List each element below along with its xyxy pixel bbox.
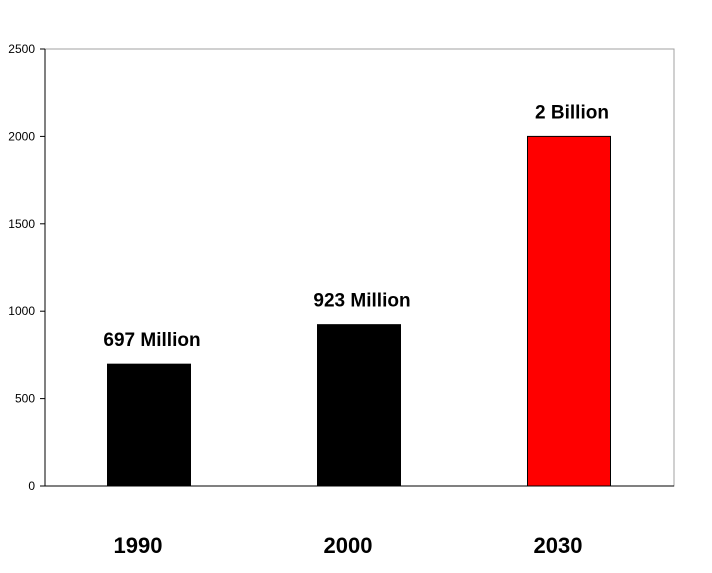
bars-group [107, 135, 611, 487]
y-tick-label: 2500 [8, 42, 35, 56]
data-label-2030: 2 Billion [535, 102, 609, 123]
x-category-label: 1990 [114, 533, 163, 558]
y-tick-label: 0 [28, 479, 35, 493]
data-label-2000: 923 Million [313, 291, 410, 312]
y-tick-label: 1500 [8, 217, 35, 231]
y-tick-label: 500 [15, 392, 35, 406]
x-category-label: 2030 [534, 533, 583, 558]
data-label-1990: 697 Million [103, 330, 200, 351]
x-category-label: 2000 [324, 533, 373, 558]
data-labels-group: 697 Million 923 Million 2 Billion [103, 102, 609, 351]
x-axis-labels: 1990 2000 2030 [114, 533, 583, 558]
bar-1990 [107, 363, 191, 487]
y-tick-label: 1000 [8, 304, 35, 318]
y-tick-label: 2000 [8, 129, 35, 143]
bar-2030 [527, 135, 611, 487]
bar-2000 [317, 324, 401, 487]
